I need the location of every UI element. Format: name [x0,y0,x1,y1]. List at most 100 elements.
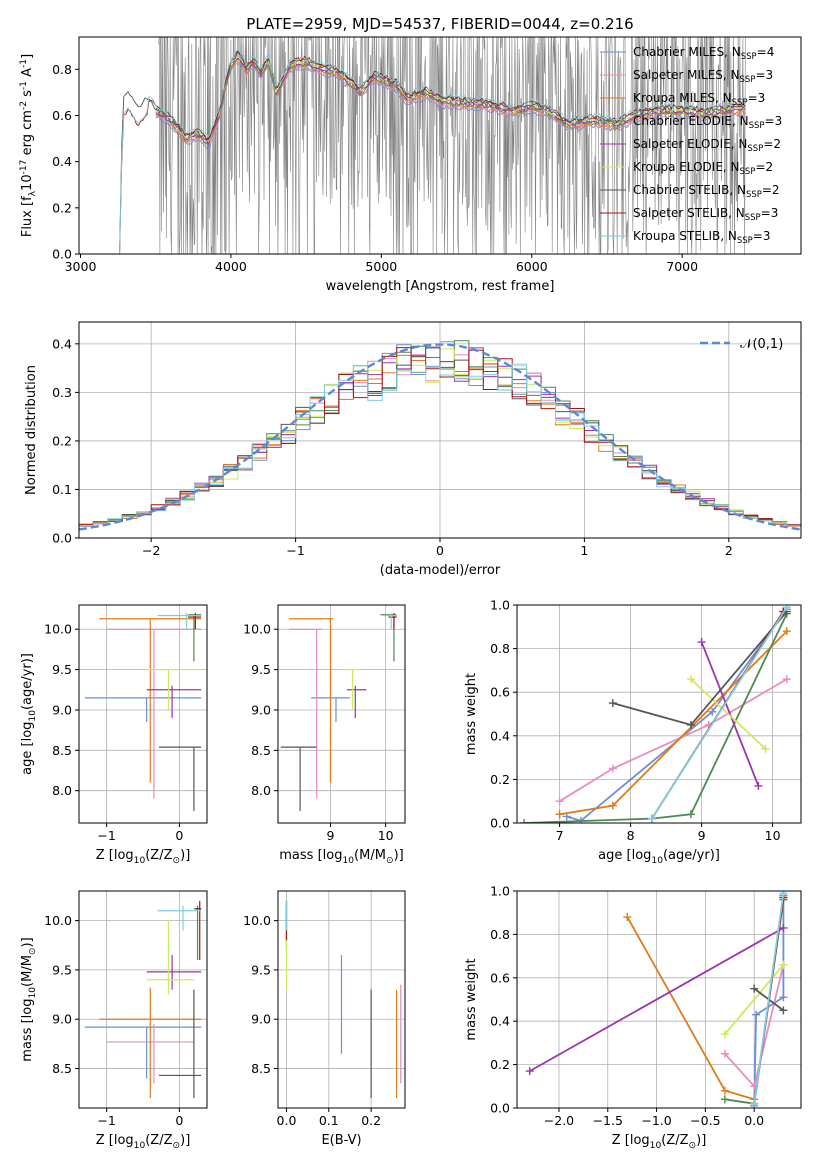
y-tick-label: 9.5 [251,962,271,977]
x-tick-label: −1 [97,828,115,843]
weight-marker-0 [708,707,717,716]
y-tick-label: 0.4 [490,728,510,743]
axes-mass-vs-metallicity: −1 0 8.5 9.0 9.5 10.0 Z [log10​(Z/Z⊙​)] mass [l… [20,890,208,1151]
weight-marker-1 [720,1049,729,1058]
chart-layer: 3000 4000 5000 6000 70000.00.20.40.60.8wavel… [19,36,802,1151]
y-tick-label: 0.1 [52,482,72,497]
x-tick-label: 6000 [516,259,548,274]
model-spectrum-line-4 [155,57,746,146]
weight-marker-4 [754,781,763,790]
weight-marker-4 [779,923,788,932]
y-axis-label: Normed distribution [24,365,39,495]
x-tick-label: 7000 [666,259,698,274]
x-axis-label: mass [log10​(M/M⊙​)] [279,848,403,866]
x-axis-label: age [log10​(age/yr)] [598,848,720,866]
weight-marker-5 [686,675,695,684]
x-tick-label: 0.0 [744,1113,764,1128]
x-tick-label: 8 [627,828,635,843]
axes-mass-weight-vs-age: 7 8 9 10 0.0 0.2 0.4 0.6 0.8 1.0 age [log10​(age/y… [464,598,802,866]
weight-marker-2 [555,810,564,819]
y-tick-label: 0.6 [52,108,72,123]
y-tick-label: 9.5 [251,662,271,677]
y-tick-label: 9.5 [52,962,72,977]
legend-entry: 𝒩(0,1) [740,337,783,352]
weight-marker-1 [608,764,617,773]
y-tick-label: 10.0 [44,913,72,928]
weight-marker-3 [720,1095,729,1104]
y-tick-label: 0.0 [490,816,510,831]
axes-frame [78,604,208,824]
y-axis-label: mass weight [464,673,479,755]
y-tick-label: 10.0 [243,622,271,637]
weight-marker-8 [782,605,791,612]
weight-line-1 [559,678,788,802]
x-tick-label: −2.0 [544,1113,574,1128]
weight-marker-2 [782,627,791,636]
x-tick-label: 0.1 [319,1113,339,1128]
axes-frame [277,890,406,1109]
y-tick-label: 0.6 [490,685,510,700]
axes-frame [78,890,208,1109]
y-tick-label: 0.2 [52,433,72,448]
plot-area [520,605,791,823]
y-tick-label: 0.8 [490,927,510,942]
weight-marker-0 [752,1010,761,1019]
weight-marker-4 [525,1067,534,1076]
axes-frame [516,890,802,1109]
x-axis-label: E(B-V) [321,1133,361,1148]
weight-marker-3 [686,810,695,819]
y-tick-label: 1.0 [490,598,510,613]
weight-line-0 [566,608,788,822]
weight-marker-2 [720,1086,729,1095]
x-tick-label: 3000 [65,259,97,274]
y-tick-label: 0.8 [52,62,72,77]
legend-entry: Salpeter STELIB, NSSP=3 [633,206,778,223]
x-tick-label: −0.5 [690,1113,720,1128]
plot-area [525,891,788,1108]
spectrum-legend: Chabrier MILES, NSSP=4 Salpeter MILES, NS… [600,45,782,246]
legend-entry: Chabrier MILES, NSSP=4 [633,45,774,62]
legend-entry: Salpeter MILES, NSSP=3 [633,68,773,85]
histogram-legend: 𝒩(0,1) [700,337,783,352]
x-tick-label: 0 [175,828,183,843]
histogram-step-8 [79,363,801,529]
weight-marker-6 [686,720,695,729]
legend-entry: Kroupa ELODIE, NSSP=2 [633,160,773,177]
weight-marker-0 [779,993,788,1002]
y-tick-label: 8.0 [251,783,271,798]
x-tick-label: 0.2 [361,1113,381,1128]
plot-area [119,37,746,254]
weight-line-4 [700,641,760,787]
axes-mass-weight-vs-metallicity: −2.0 −1.5 −1.0 −0.5 0.0 0.0 0.2 0.4 0.6 0.8 1.0 Z [… [464,884,802,1151]
y-tick-label: 8.0 [52,783,72,798]
weight-marker-6 [750,984,759,993]
y-tick-label: 0.2 [52,200,72,215]
x-tick-label: 9 [326,828,334,843]
y-tick-label: 9.0 [52,1012,72,1027]
weight-marker-8 [647,814,656,823]
x-tick-label: 10 [378,828,394,843]
model-spectrum-line-1 [155,59,746,146]
model-spectrum-line-5 [155,55,746,143]
x-tick-label: 9 [698,828,706,843]
y-tick-label: 0.4 [52,336,72,351]
y-axis-label: mass weight [464,958,479,1040]
x-tick-label: 4000 [215,259,247,274]
y-tick-label: 0.6 [490,970,510,985]
y-tick-label: 9.5 [52,662,72,677]
axes-spectrum: 3000 4000 5000 6000 7000 0.0 0.2 0.4 0.6 0.8 wavel… [19,36,802,294]
y-tick-label: 0.2 [490,1057,510,1072]
y-tick-label: 0.0 [52,247,72,262]
x-axis-label: Z [log10​(Z/Z⊙​)] [96,848,191,866]
y-tick-label: 10.0 [243,913,271,928]
y-tick-label: 1.0 [490,884,510,899]
axes-frame [78,36,802,255]
legend-entry: Chabrier ELODIE, NSSP=3 [633,114,782,131]
weight-line-5 [724,964,785,1035]
y-tick-label: 10.0 [44,622,72,637]
x-tick-label: 10 [765,828,781,843]
y-tick-label: 0.0 [490,1101,510,1116]
figure-title: PLATE=2959, MJD=54537, FIBERID=0044, z=0… [246,15,633,33]
plot-area [84,900,202,1099]
